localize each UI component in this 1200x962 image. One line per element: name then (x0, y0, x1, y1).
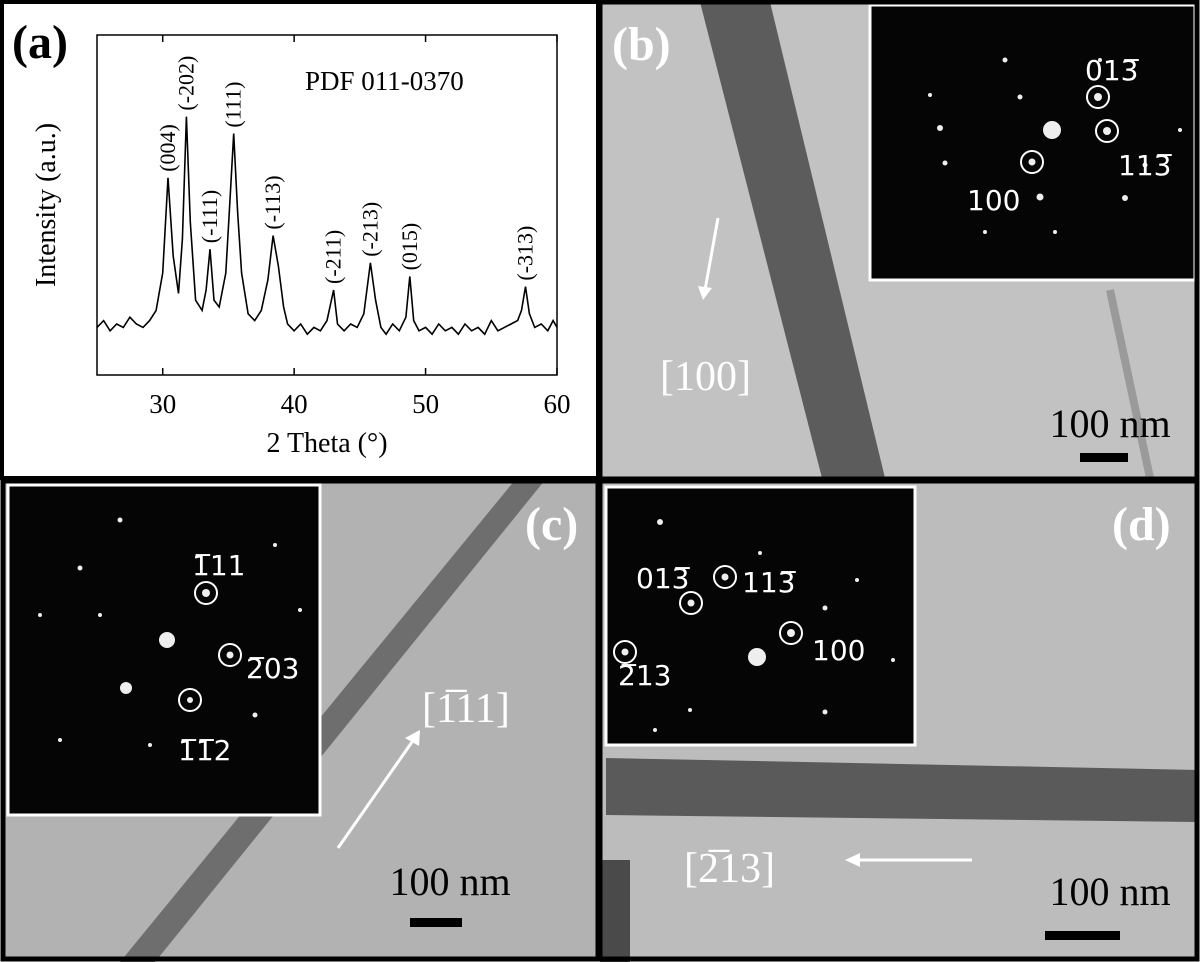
spots (621, 519, 895, 732)
peak-label: (015) (397, 223, 422, 271)
panel-label: (a) (12, 16, 68, 69)
scale-label: 100 nm (1049, 401, 1170, 446)
peak-label: (-113) (260, 175, 285, 229)
inset (6, 483, 322, 817)
peak-label: (111) (221, 82, 246, 128)
peak-label: (-213) (357, 202, 382, 257)
annotation: PDF 011-0370 (305, 66, 464, 96)
spot-circles (178, 581, 242, 712)
arrow-head (698, 286, 712, 300)
direction-label: [2̅13] (684, 846, 775, 892)
nanobelt (700, 2, 885, 478)
peak-label: (-202) (173, 56, 198, 111)
arrow (703, 217, 720, 291)
spots (38, 517, 302, 747)
nanobelt (600, 860, 630, 962)
arrow-head (405, 730, 420, 746)
panel-d: 013̅ 113̅ 100 2̅13 [2̅13] 100 nm (d) (600, 480, 1198, 962)
spot-label: 2̅03 (246, 652, 299, 685)
panel-label: (b) (612, 18, 671, 71)
x-tick-label: 30 (149, 389, 176, 419)
spot-label: 1̅1̅2 (178, 734, 231, 767)
spot-label: 013̅ (636, 562, 690, 595)
nanobelt (1106, 289, 1154, 479)
panel-b: 013̅ 113̅ 100 [100] 100 nm (b) (600, 2, 1198, 479)
x-tick-label: 50 (412, 389, 439, 419)
scale-label: 100 nm (1049, 869, 1170, 914)
scale-bar (1080, 453, 1128, 462)
spots (928, 57, 1182, 234)
spot-circles (613, 565, 803, 664)
direction-label: [1̅11] (422, 686, 510, 732)
direction-label: [100] (660, 354, 751, 400)
x-tick-label: 40 (281, 389, 308, 419)
peak-label: (-111) (197, 190, 222, 243)
spot-label: 013̅ (1085, 54, 1139, 87)
peak-label: (-211) (321, 230, 346, 284)
peak-label: (-313) (512, 226, 537, 281)
spot-label: 2̅13 (618, 659, 671, 692)
x-tick-label: 60 (544, 389, 571, 419)
spot-label: 1̅11 (192, 549, 245, 582)
peak-label: (004) (155, 124, 180, 172)
scale-label: 100 nm (389, 859, 510, 904)
scale-bar (410, 918, 462, 927)
scale-bar (1045, 931, 1120, 940)
spot-label: 113̅ (1118, 149, 1172, 182)
spot-label: 100 (812, 634, 865, 667)
spot-circles (1020, 85, 1119, 174)
x-axis-label: 2 Theta (°) (266, 428, 387, 459)
arrow (336, 741, 414, 849)
xrd-line (96, 116, 558, 336)
y-axis-label: Intensity (a.u.) (31, 123, 62, 287)
panel-a (0, 0, 600, 480)
inset (868, 3, 1197, 282)
panel-label: (c) (525, 498, 578, 551)
spot-label: 113̅ (742, 566, 796, 599)
inset (604, 485, 917, 747)
spot-label: 100 (967, 184, 1020, 217)
panel-label: (d) (1112, 498, 1171, 551)
nanobelt (120, 480, 545, 962)
plot-frame (96, 34, 558, 376)
arrow-head (845, 853, 860, 867)
panel-c: 1̅11 2̅03 1̅1̅2 [1̅11] 100 nm (c) (2, 480, 598, 962)
nanobelt (606, 758, 1198, 822)
